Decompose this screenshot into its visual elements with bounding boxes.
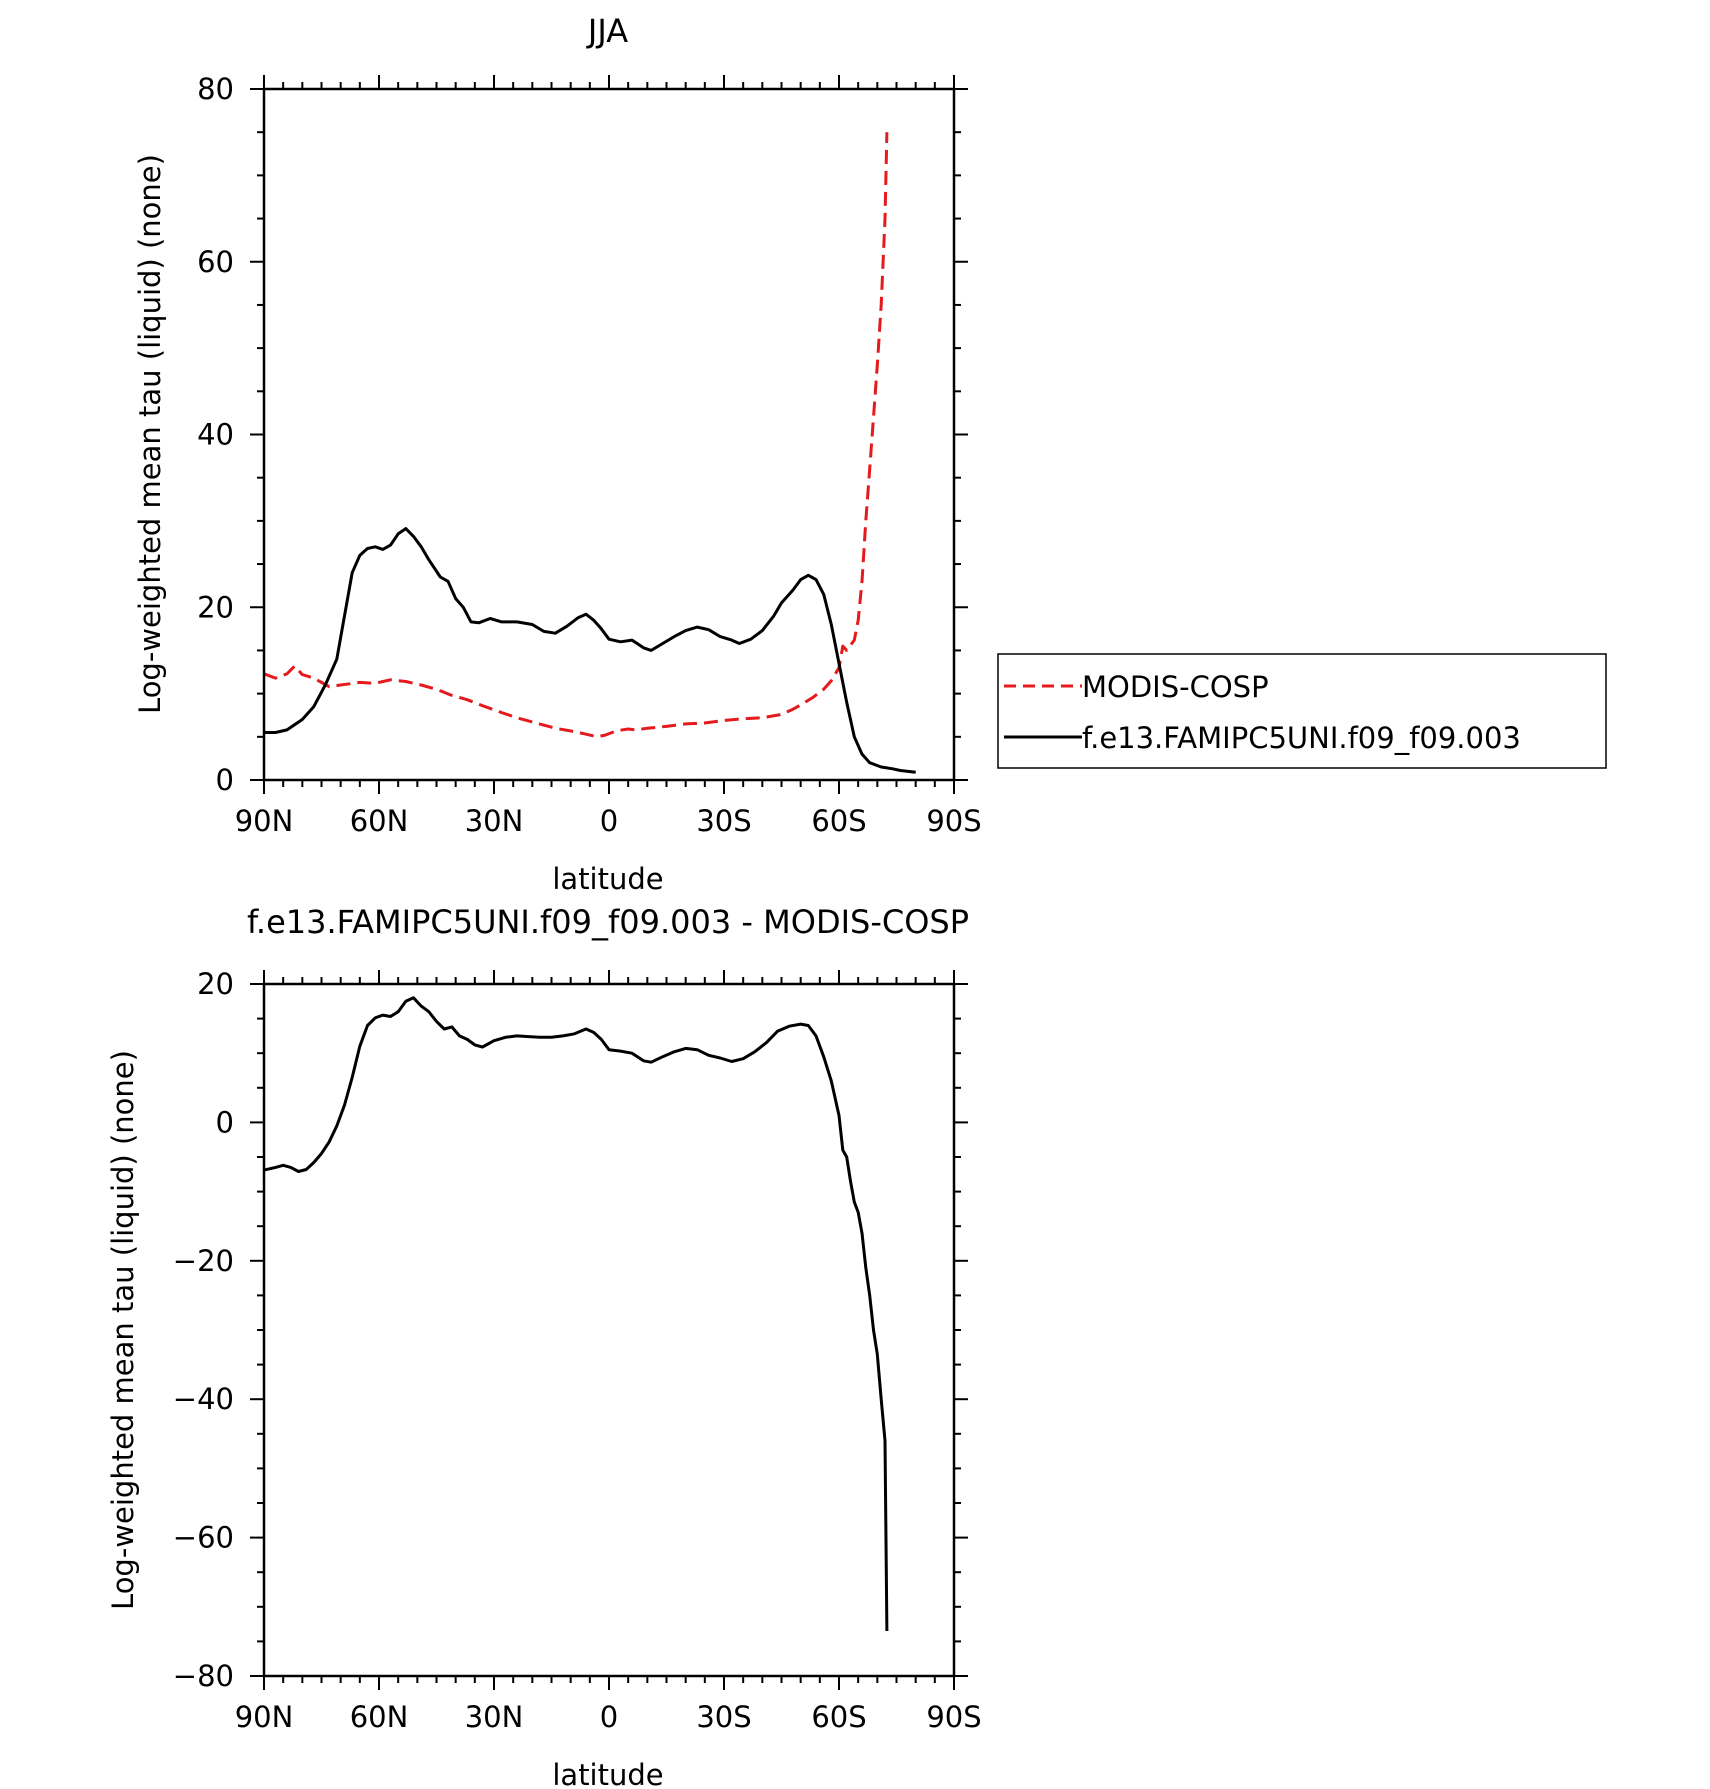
top-x-tick-label: 30N	[465, 804, 524, 838]
bottom-y-tick-label: 0	[216, 1105, 234, 1139]
bottom-x-tick-label: 90N	[235, 1700, 294, 1734]
top-x-tick-label: 0	[600, 804, 618, 838]
bottom-y-tick-label: −80	[173, 1659, 234, 1693]
top-y-tick-label: 0	[216, 763, 234, 797]
top-x-tick-labels: 90N 60N 30N 0 30S 60S 90S	[235, 804, 982, 838]
bottom-x-tick-label: 30S	[696, 1700, 751, 1734]
bottom-x-tick-label: 60S	[811, 1700, 866, 1734]
bottom-x-tick-label: 90S	[926, 1700, 981, 1734]
bottom-x-tick-labels: 90N 60N 30N 0 30S 60S 90S	[235, 1700, 982, 1734]
top-series-line-1	[264, 527, 916, 774]
top-y-tick-label: 80	[197, 72, 234, 106]
bottom-y-tick-label: −60	[173, 1521, 234, 1555]
bottom-chart-title: f.e13.FAMIPC5UNI.f09_f09.003 - MODIS-COS…	[247, 903, 969, 941]
top-x-tick-label: 60N	[350, 804, 409, 838]
bottom-y-tick-labels: −80 −60 −40 −20 0 20	[173, 967, 234, 1693]
bottom-y-tick-label: −20	[173, 1244, 234, 1278]
top-y-tick-label: 40	[197, 418, 234, 452]
legend-label-model: f.e13.FAMIPC5UNI.f09_f09.003	[1082, 721, 1521, 755]
top-y-tick-label: 20	[197, 590, 234, 624]
bottom-x-tick-label: 60N	[350, 1700, 409, 1734]
bottom-series-layer	[263, 996, 889, 1632]
bottom-y-axis-label: Log-weighted mean tau (liquid) (none)	[106, 1050, 140, 1610]
top-plot-frame	[262, 87, 956, 782]
panel-top-chart: JJA 90N 60N 30N 0 30S 60S 90S 0 20 40 60 80 latitu…	[133, 12, 1607, 896]
bottom-series-line-0	[263, 996, 889, 1632]
bottom-x-axis-label: latitude	[552, 1758, 663, 1789]
top-series-line-0	[263, 132, 889, 739]
panel-bottom-chart: f.e13.FAMIPC5UNI.f09_f09.003 - MODIS-COS…	[106, 903, 982, 1789]
bottom-x-tick-label: 30N	[465, 1700, 524, 1734]
top-legend: MODIS-COSP f.e13.FAMIPC5UNI.f09_f09.003	[997, 653, 1607, 769]
top-y-tick-labels: 0 20 40 60 80	[197, 72, 234, 797]
bottom-y-tick-label: 20	[197, 967, 234, 1001]
legend-label-modis-cosp: MODIS-COSP	[1082, 670, 1269, 704]
bottom-plot-frame	[262, 982, 956, 1678]
top-y-axis-label: Log-weighted mean tau (liquid) (none)	[133, 154, 167, 714]
top-chart-title: JJA	[586, 12, 628, 50]
bottom-y-tick-label: −40	[173, 1382, 234, 1416]
top-y-tick-label: 60	[197, 245, 234, 279]
top-x-tick-label: 90N	[235, 804, 294, 838]
top-x-axis-label: latitude	[552, 862, 663, 896]
bottom-x-tick-label: 0	[600, 1700, 618, 1734]
top-x-tick-label: 30S	[696, 804, 751, 838]
top-x-tick-label: 90S	[926, 804, 981, 838]
top-series-layer	[263, 132, 916, 774]
legend-box	[997, 653, 1607, 769]
top-x-tick-label: 60S	[811, 804, 866, 838]
